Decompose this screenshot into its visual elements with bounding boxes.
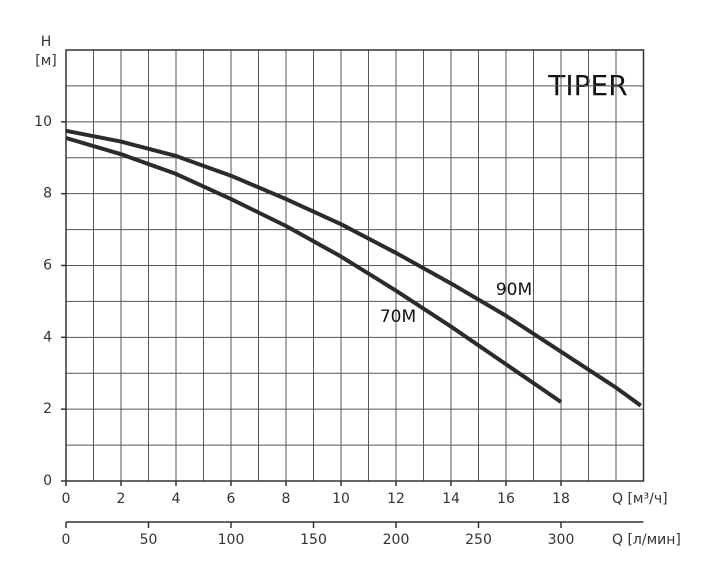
- y-tick-label: 2: [43, 401, 52, 417]
- x-tick-label: 4: [172, 491, 181, 507]
- x2-tick-label: 50: [140, 532, 158, 548]
- x-tick-label: 14: [442, 491, 460, 507]
- y-axis-label: H: [41, 34, 52, 50]
- x2-axis-label: Q [л/мин]: [612, 532, 681, 548]
- y-tick-label: 8: [43, 186, 52, 202]
- y-axis-unit: [м]: [35, 53, 57, 69]
- x-tick-label: 10: [332, 491, 350, 507]
- x-tick-label: 2: [117, 491, 126, 507]
- x2-tick-label: 0: [62, 532, 71, 548]
- y-tick-label: 6: [43, 258, 52, 274]
- x-tick-label: 8: [282, 491, 291, 507]
- curve-label: 70M: [380, 307, 416, 327]
- x2-tick-label: 150: [300, 532, 327, 548]
- x-tick-label: 16: [497, 491, 515, 507]
- x2-tick-label: 250: [465, 532, 492, 548]
- x-axis-label: Q [м³/ч]: [612, 491, 668, 507]
- x-tick-label: 6: [227, 491, 236, 507]
- x-tick-label: 12: [387, 491, 405, 507]
- x-tick-label: 18: [552, 491, 570, 507]
- x-tick-label: 0: [62, 491, 71, 507]
- x2-tick-label: 200: [383, 532, 410, 548]
- y-tick-label: 0: [43, 473, 52, 489]
- x2-tick-label: 300: [548, 532, 575, 548]
- y-tick-label: 10: [34, 114, 52, 130]
- y-tick-label: 4: [43, 329, 52, 345]
- curve: [65, 136, 563, 404]
- curve-label: 90M: [496, 280, 532, 300]
- x2-tick-label: 100: [218, 532, 245, 548]
- curve: [65, 128, 642, 408]
